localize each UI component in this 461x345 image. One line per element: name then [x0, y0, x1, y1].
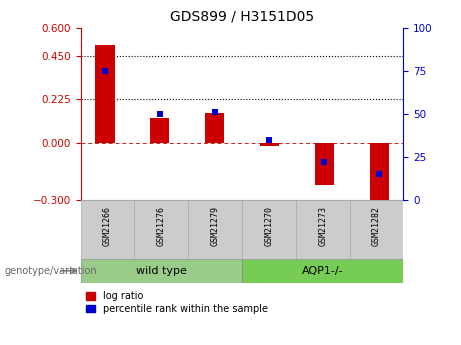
Text: GSM21282: GSM21282 [372, 207, 381, 246]
Bar [242, 259, 403, 283]
Bar [135, 200, 188, 259]
Bar [188, 200, 242, 259]
Bar [81, 259, 242, 283]
Bar [81, 200, 135, 259]
Legend: log ratio, percentile rank within the sample: log ratio, percentile rank within the sa… [86, 291, 268, 314]
Bar [150, 118, 169, 142]
Bar [349, 200, 403, 259]
Title: GDS899 / H3151D05: GDS899 / H3151D05 [170, 10, 314, 24]
Point [266, 137, 273, 142]
Point [101, 68, 109, 73]
Point [211, 109, 219, 115]
Bar [260, 142, 279, 146]
Text: GSM21273: GSM21273 [318, 207, 327, 246]
Text: wild type: wild type [136, 266, 187, 276]
Text: GSM21270: GSM21270 [265, 207, 273, 246]
Point [320, 159, 328, 165]
Bar [242, 200, 296, 259]
Bar [296, 200, 349, 259]
Text: AQP1-/-: AQP1-/- [302, 266, 343, 276]
Bar [315, 142, 334, 185]
Text: GSM21276: GSM21276 [157, 207, 166, 246]
Bar [370, 142, 389, 204]
Text: GSM21279: GSM21279 [211, 207, 219, 246]
Bar [95, 45, 114, 142]
Point [375, 171, 383, 177]
Bar [205, 113, 224, 142]
Point [156, 111, 164, 117]
Text: genotype/variation: genotype/variation [5, 266, 97, 276]
Text: GSM21266: GSM21266 [103, 207, 112, 246]
